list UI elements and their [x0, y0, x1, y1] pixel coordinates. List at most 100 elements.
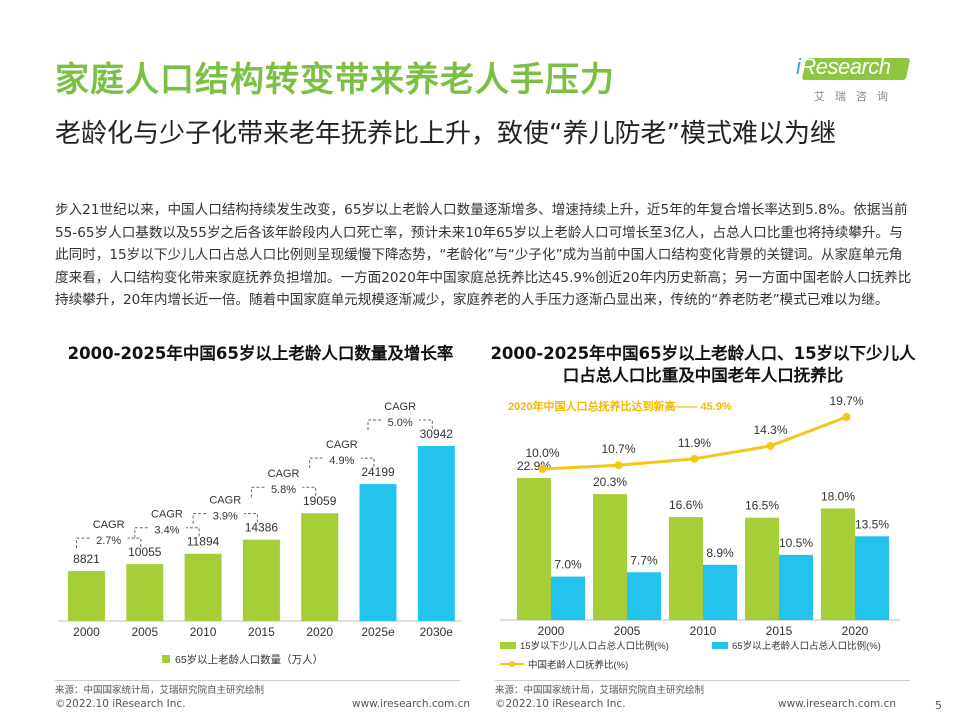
chart1-bar-value: 24199 — [361, 465, 395, 479]
chart2-legend-youth-label: 15岁以下少儿人口占总人口比例(%) — [520, 640, 669, 652]
page-subtitle: 老龄化与少子化带来老年抚养比上升，致使“养儿防老”模式难以为继 — [55, 119, 836, 149]
source-note-right: 来源：中国国家统计局，艾瑞研究院自主研究绘制 — [495, 685, 705, 696]
chart1-x-tick-label: 2015 — [248, 625, 275, 639]
footer-copyright-right: ©2022.10 iResearch Inc. — [495, 698, 626, 710]
footer-url-right[interactable]: www.iresearch.com.cn — [778, 698, 897, 710]
chart1-cagr-value: 3.4% — [154, 525, 179, 537]
chart2-x-tick-label: 2015 — [766, 624, 793, 638]
source-divider-left — [55, 680, 460, 681]
chart2-elderly-bar — [627, 572, 661, 620]
chart1-bar-value: 19059 — [303, 494, 337, 508]
source-note-left: 来源：中国国家统计局，艾瑞研究院自主研究绘制 — [55, 685, 265, 696]
chart2-elderly-value: 13.5% — [855, 517, 889, 531]
chart1-cagr-value: 4.9% — [329, 455, 354, 467]
chart1-cagr-label: CAGR — [384, 401, 416, 413]
chart1-bar-value: 14386 — [245, 521, 279, 535]
chart1-x-tick-label: 2005 — [131, 625, 158, 639]
chart1-cagr-label-bg — [264, 465, 303, 500]
logo-cn-text: 艾瑞咨询 — [814, 90, 898, 103]
chart2-youth-value: 16.5% — [745, 499, 779, 513]
chart1-cagr-label-bg — [381, 398, 420, 432]
chart1-cagr-label-bg — [206, 491, 245, 526]
chart2-elderly-bar — [551, 576, 585, 620]
chart1-bar — [359, 484, 397, 621]
chart2-elderly-bar — [779, 554, 813, 620]
chart2-legend-youth-swatch — [500, 642, 516, 649]
chart2-title: 2000-2025年中国65岁以上老龄人口、15岁以下少儿人口占总人口比重及中国… — [490, 344, 916, 385]
chart2-elderly-value: 10.5% — [779, 536, 813, 550]
chart2-ratio-value: 19.7% — [829, 394, 863, 408]
chart2-youth-bar — [593, 494, 627, 620]
chart2-elderly-bar — [703, 564, 737, 620]
intro-text: 步入21世纪以来，中国人口结构持续发生改变，65岁以上老龄人口数量逐渐增多、增速… — [55, 202, 912, 309]
chart1-x-tick-label: 2025e — [361, 625, 395, 639]
chart2-ratio-value: 14.3% — [753, 423, 787, 437]
chart1-cagr-label-bg — [147, 505, 186, 540]
chart1-bar-value: 8821 — [73, 552, 100, 566]
chart1-x-tick-label: 2020 — [306, 625, 333, 639]
footer-url-left[interactable]: www.iresearch.com.cn — [352, 698, 471, 710]
chart2-youth-value: 16.6% — [669, 498, 703, 512]
chart2-x-tick-label: 2005 — [614, 624, 641, 638]
chart2-youth-value: 22.9% — [517, 459, 551, 473]
chart2-legend-ratio-marker — [509, 661, 515, 667]
chart2-elderly-bar — [855, 536, 889, 620]
chart1-bar-value: 11894 — [187, 535, 220, 549]
chart1-cagr-label: CAGR — [93, 519, 125, 531]
chart1-x-tick-label: 2000 — [73, 625, 100, 639]
page-number: 5 — [935, 699, 942, 712]
chart2-youth-bar — [669, 517, 703, 620]
chart2-youth-bar — [745, 517, 779, 620]
chart1-legend-label: 65岁以上老龄人口数量（万人） — [175, 653, 323, 666]
chart2-ratio-point — [538, 465, 547, 473]
footer-copyright-left: ©2022.10 iResearch Inc. — [55, 698, 186, 710]
chart2-youth-bar — [821, 508, 855, 620]
chart1-x-tick-label: 2030e — [420, 625, 454, 639]
chart2-ratio-point — [766, 441, 775, 450]
chart1-cagr-value: 2.7% — [96, 535, 121, 547]
chart2-legend-ratio-label: 中国老龄人口抚养比(%) — [528, 659, 628, 671]
chart2-annotation: 2020年中国人口总抚养比达到新高—— 45.9% — [508, 399, 732, 413]
chart2-x-tick-label: 2020 — [842, 624, 869, 638]
chart2-ratio-point — [842, 413, 851, 421]
chart2-ratio-point — [690, 454, 699, 463]
chart1-cagr-label: CAGR — [268, 468, 300, 480]
chart1-bar — [417, 446, 455, 621]
chart1-cagr-value: 5.8% — [271, 484, 296, 496]
chart2-elderly-value: 7.0% — [554, 558, 582, 572]
chart1-legend-swatch — [162, 655, 170, 663]
chart2-ratio-value: 10.0% — [525, 446, 559, 460]
chart2-youth-value: 18.0% — [821, 489, 855, 503]
chart1-bar-value: 10055 — [128, 545, 162, 559]
chart2-ratio-point — [614, 461, 623, 470]
chart2-elderly-value: 7.7% — [630, 553, 658, 567]
chart2-youth-value: 20.3% — [593, 475, 627, 489]
intro-paragraph: 步入21世纪以来，中国人口结构持续发生改变，65岁以上老龄人口数量逐渐增多、增速… — [55, 199, 915, 312]
chart1-bar — [301, 513, 339, 621]
chart1-cagr-label-bg — [322, 436, 361, 471]
chart2-ratio-value: 11.9% — [678, 436, 711, 450]
chart1-bar — [68, 571, 105, 621]
chart2-youth-bar — [517, 478, 551, 620]
chart2-x-tick-label: 2010 — [690, 624, 717, 638]
chart1-cagr-value: 3.9% — [213, 511, 238, 523]
chart2-legend-elderly-label: 65岁以上老龄人口占总人口比例(%) — [732, 640, 881, 652]
chart2-legend-elderly-swatch — [712, 642, 728, 649]
iresearch-logo: iResearch 艾瑞咨询 — [790, 50, 911, 108]
chart1-cagr-label: CAGR — [326, 439, 358, 451]
chart1-cagr-label: CAGR — [151, 509, 183, 521]
chart1-bar — [242, 539, 280, 621]
chart1-cagr-label: CAGR — [209, 495, 241, 507]
source-divider-right — [495, 680, 910, 681]
chart1-cagr-value: 5.0% — [388, 417, 413, 429]
chart1-bar — [126, 564, 164, 621]
chart1-bar-value: 30942 — [420, 427, 454, 441]
chart1-x-tick-label: 2010 — [190, 625, 217, 639]
chart2-ratio-value: 10.7% — [601, 442, 635, 456]
chart2-x-tick-label: 2000 — [538, 624, 565, 638]
chart1-cagr-label-bg — [89, 516, 128, 551]
chart1-bar — [184, 553, 222, 621]
logo-wordmark: iResearch — [796, 54, 891, 79]
